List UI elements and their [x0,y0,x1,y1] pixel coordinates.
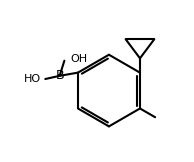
Text: OH: OH [70,54,87,64]
Text: B: B [55,69,64,82]
Text: HO: HO [24,74,41,84]
